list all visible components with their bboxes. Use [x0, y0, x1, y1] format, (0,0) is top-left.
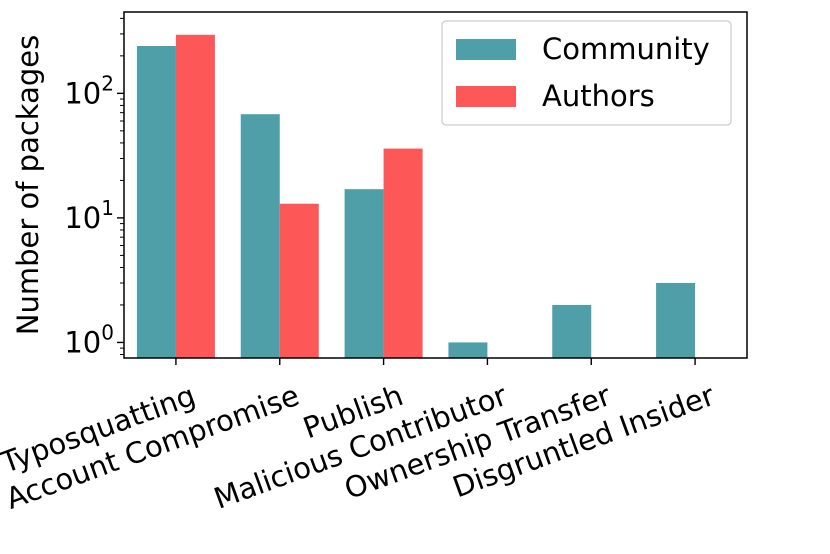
- legend-swatch-community: [456, 39, 516, 60]
- y-tick-label: 102: [64, 71, 114, 110]
- bar-authors-2: [383, 148, 423, 358]
- bar-community-3: [448, 342, 488, 358]
- legend-label-authors: Authors: [542, 79, 655, 113]
- plot-frame: [123, 11, 748, 359]
- bar-community-4: [552, 304, 592, 358]
- y-tick-label: 101: [64, 196, 114, 235]
- y-tick-label: 100: [64, 320, 114, 359]
- legend-label-community: Community: [542, 32, 710, 66]
- y-axis-label: Number of packages: [11, 35, 45, 335]
- bar-authors-0: [175, 34, 215, 358]
- bars-layer: [136, 34, 696, 359]
- legend-swatch-authors: [456, 86, 516, 107]
- bar-authors-1: [279, 203, 319, 358]
- legend: Community Authors: [441, 20, 732, 126]
- bar-community-2: [344, 189, 384, 358]
- bar-community-5: [656, 283, 696, 358]
- y-axis: 100 101 102: [64, 17, 124, 359]
- bar-community-1: [240, 114, 280, 358]
- bar-community-0: [136, 46, 176, 359]
